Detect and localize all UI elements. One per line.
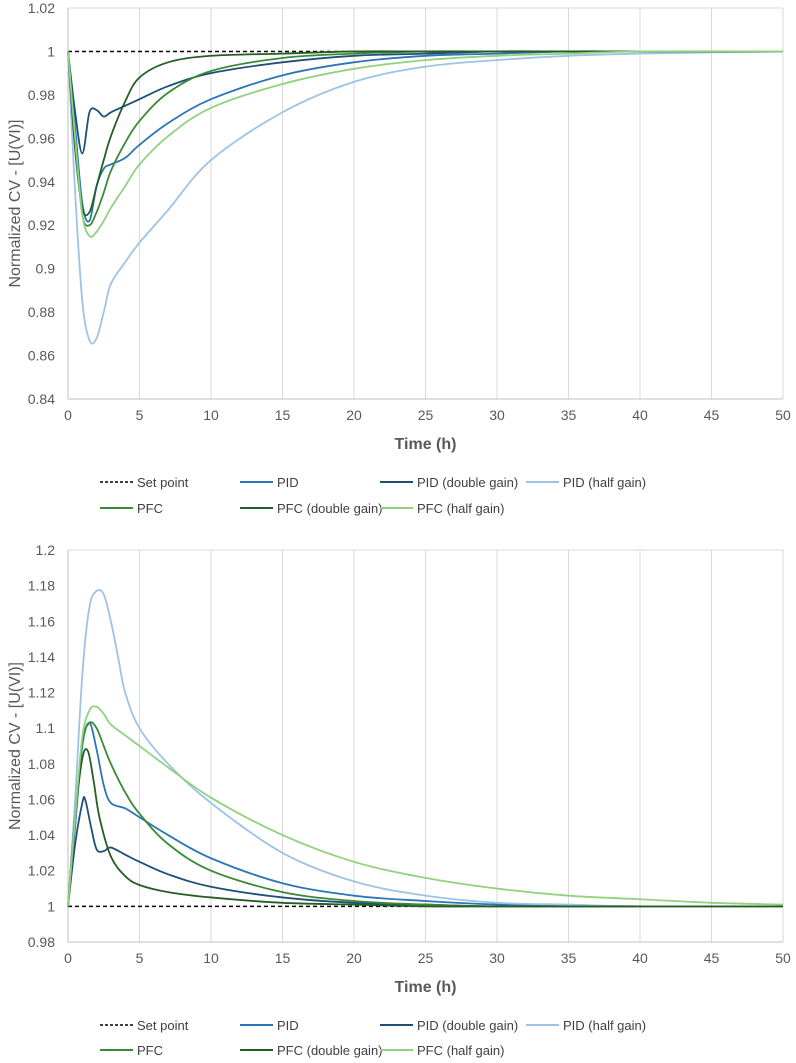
series-line-pfc-double-gain <box>67 50 783 217</box>
legend-label: PFC (double gain) <box>277 1043 383 1058</box>
x-tick-label: 15 <box>275 407 291 423</box>
legend-label: PID <box>277 475 299 490</box>
y-tick-label: 1.1 <box>36 720 56 736</box>
y-tick-label: 1.14 <box>28 649 55 665</box>
x-tick-label: 20 <box>346 407 362 423</box>
y-tick-label: 1.08 <box>28 756 55 772</box>
x-tick-label: 15 <box>275 950 291 966</box>
legend-label: PID (half gain) <box>563 475 646 490</box>
legend-label: PFC (half gain) <box>417 1043 504 1058</box>
y-tick-label: 0.9 <box>36 261 56 277</box>
legend-label: PFC (double gain) <box>277 501 383 516</box>
x-tick-label: 50 <box>775 407 791 423</box>
y-tick-label: 1.06 <box>28 791 55 807</box>
x-tick-label: 45 <box>704 950 720 966</box>
x-tick-label: 5 <box>136 950 144 966</box>
y-tick-label: 1.02 <box>28 863 55 879</box>
x-tick-label: 30 <box>489 407 505 423</box>
series-line-pid <box>67 50 783 223</box>
x-tick-label: 0 <box>64 407 72 423</box>
y-tick-label: 1.12 <box>28 685 55 701</box>
legend-label: PID (double gain) <box>417 1018 518 1033</box>
x-tick-label: 35 <box>561 407 577 423</box>
legend-label: Set point <box>137 475 189 490</box>
legend-label: PID <box>277 1018 299 1033</box>
x-axis-title: Time (h) <box>395 436 457 453</box>
legend-label: PFC <box>137 501 163 516</box>
series-line-pid-half-gain <box>67 50 784 345</box>
legend-label: PFC <box>137 1043 163 1058</box>
x-tick-label: 40 <box>632 950 648 966</box>
y-tick-label: 0.98 <box>28 87 55 103</box>
legend-label: PID (half gain) <box>563 1018 646 1033</box>
y-axis-title: Normalized CV - [U(VI)] <box>7 119 24 287</box>
x-tick-label: 10 <box>203 407 219 423</box>
x-tick-label: 10 <box>203 950 219 966</box>
legend-label: PID (double gain) <box>417 475 518 490</box>
legend: Set point PID PID (double gain) PID (half g… <box>100 1018 646 1058</box>
y-tick-label: 1.18 <box>28 578 55 594</box>
legend: Set point PID PID (double gain) PID (half g… <box>100 475 646 516</box>
y-tick-label: 0.94 <box>28 174 55 190</box>
y-tick-label: 0.88 <box>28 304 55 320</box>
y-tick-label: 0.96 <box>28 130 55 146</box>
legend-label: PFC (half gain) <box>417 501 504 516</box>
y-tick-label: 1.02 <box>28 0 55 16</box>
x-tick-label: 45 <box>704 407 720 423</box>
x-tick-label: 20 <box>346 950 362 966</box>
x-tick-label: 40 <box>632 407 648 423</box>
y-tick-label: 0.84 <box>28 391 55 407</box>
chart-2: 0 5 10 15 20 25 30 35 40 45 50 0.98 1 1.02 1.04 1.06 1.0… <box>7 542 791 1058</box>
y-tick-label: 1 <box>47 43 55 59</box>
x-tick-label: 50 <box>775 950 791 966</box>
y-tick-label: 0.86 <box>28 348 55 364</box>
series-line-pfc-half-gain <box>67 50 784 238</box>
y-tick-label: 1.04 <box>28 827 55 843</box>
y-tick-label: 1.16 <box>28 613 55 629</box>
x-tick-label: 35 <box>561 950 577 966</box>
y-tick-label: 0.92 <box>28 217 55 233</box>
series-line-pid-half-gain <box>67 588 784 908</box>
chart-1: 0 5 10 15 20 25 30 35 40 45 50 0.84 0.86 0.88 0.9 0.92 0… <box>7 0 791 516</box>
x-tick-label: 25 <box>418 950 434 966</box>
y-tick-label: 0.98 <box>28 934 55 950</box>
y-tick-label: 1 <box>47 898 55 914</box>
series-line-pfc-double-gain <box>67 748 783 908</box>
series-line-pfc-half-gain <box>67 705 784 907</box>
x-tick-label: 5 <box>136 407 144 423</box>
y-axis-title: Normalized CV - [U(VI)] <box>7 662 24 830</box>
y-tick-label: 1.2 <box>36 542 56 558</box>
x-tick-label: 0 <box>64 950 72 966</box>
x-tick-label: 30 <box>489 950 505 966</box>
x-tick-label: 25 <box>418 407 434 423</box>
legend-label: Set point <box>137 1018 189 1033</box>
x-axis-title: Time (h) <box>395 979 457 996</box>
